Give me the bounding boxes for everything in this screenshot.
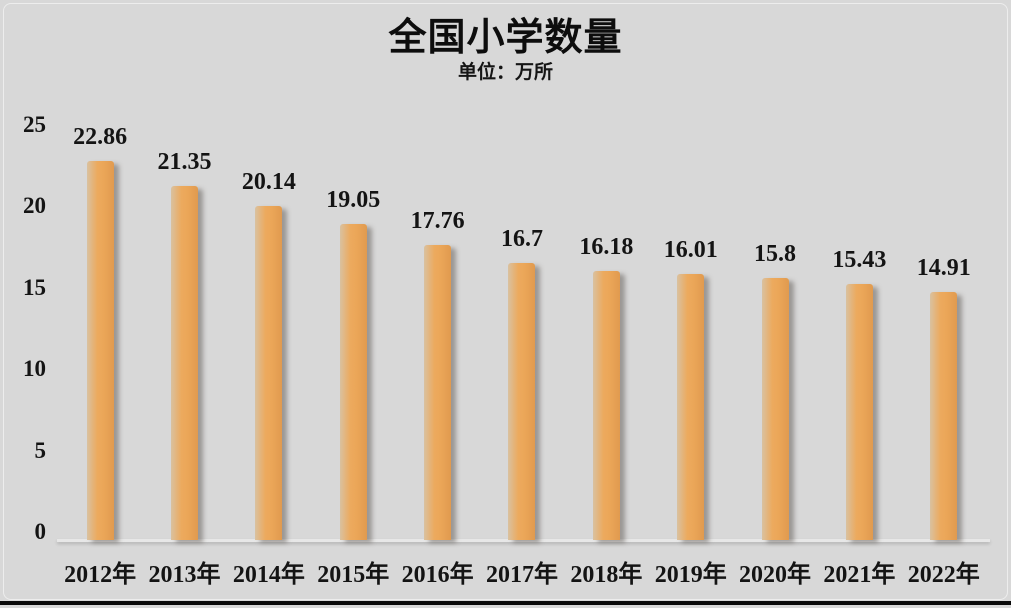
x-axis-line: [57, 539, 990, 542]
bar: [339, 224, 367, 540]
x-tick-label: 2013年: [148, 562, 221, 588]
x-tick-label: 2021年: [823, 562, 896, 588]
bar: [171, 186, 199, 540]
chart-subtitle: 单位：万所: [457, 62, 553, 83]
bar: [592, 271, 620, 540]
bar: [255, 206, 283, 540]
bar: [424, 245, 452, 540]
bar-value-label: 14.91: [916, 255, 971, 281]
bar: [930, 292, 958, 540]
bar-value-label: 16.18: [579, 234, 634, 260]
bar-value-label: 15.8: [754, 241, 797, 267]
bar: [508, 263, 536, 540]
x-tick-label: 2014年: [232, 562, 305, 588]
bar-slot: 20.14: [227, 125, 311, 540]
bar-value-label: 20.14: [241, 169, 296, 195]
bar-slot: 21.35: [142, 125, 226, 540]
bar-slot: 17.76: [395, 125, 479, 540]
y-tick-label: 10: [23, 356, 46, 382]
x-tick-label: 2012年: [64, 562, 137, 588]
y-tick-label: 0: [34, 519, 47, 544]
bar: [761, 278, 789, 540]
x-axis-labels: 2012年 2013年 2014年 2015年 2016年 2017年 2018年 2019年…: [58, 559, 986, 591]
bar-slot: 16.01: [649, 125, 733, 540]
bar-value-label: 22.86: [73, 124, 128, 150]
bar-value-label: 16.7: [500, 226, 543, 252]
bar: [677, 274, 705, 540]
chart-title: 全国小学数量: [388, 17, 623, 59]
x-tick-label: 2019年: [654, 562, 727, 588]
bar-slot: 19.05: [311, 125, 395, 540]
y-tick-label: 20: [23, 193, 46, 219]
y-tick-label: 15: [23, 274, 46, 300]
bar-value-label: 16.01: [663, 237, 718, 263]
bottom-border-line: [0, 601, 1011, 605]
x-tick-label: 2015年: [317, 562, 390, 588]
bar-value-label: 21.35: [157, 149, 212, 175]
y-tick-label: 25: [23, 112, 46, 137]
bar-slot: 16.18: [564, 125, 648, 540]
x-tick-label: 2020年: [739, 562, 812, 588]
bar: [845, 284, 873, 540]
x-tick-label: 2018年: [570, 562, 643, 588]
x-tick-label: 2017年: [485, 562, 558, 588]
bar-slot: 15.8: [733, 125, 817, 540]
bar-slot: 22.86: [58, 124, 142, 540]
bar-value-label: 17.76: [410, 208, 465, 234]
bar-slot: 14.91: [902, 125, 986, 540]
y-tick-label: 5: [34, 437, 47, 463]
plot-area: 22.86 21.35 20.14 19.05 17.76 16.7 16.18 16.01 1…: [58, 124, 986, 540]
x-tick-label: 2016年: [401, 562, 474, 588]
bar-value-label: 19.05: [326, 187, 381, 213]
bar-slot: 15.43: [817, 125, 901, 540]
x-tick-label: 2022年: [907, 562, 980, 588]
bar-value-label: 15.43: [832, 247, 887, 273]
bar: [86, 161, 114, 540]
bar-slot: 16.7: [480, 125, 564, 540]
